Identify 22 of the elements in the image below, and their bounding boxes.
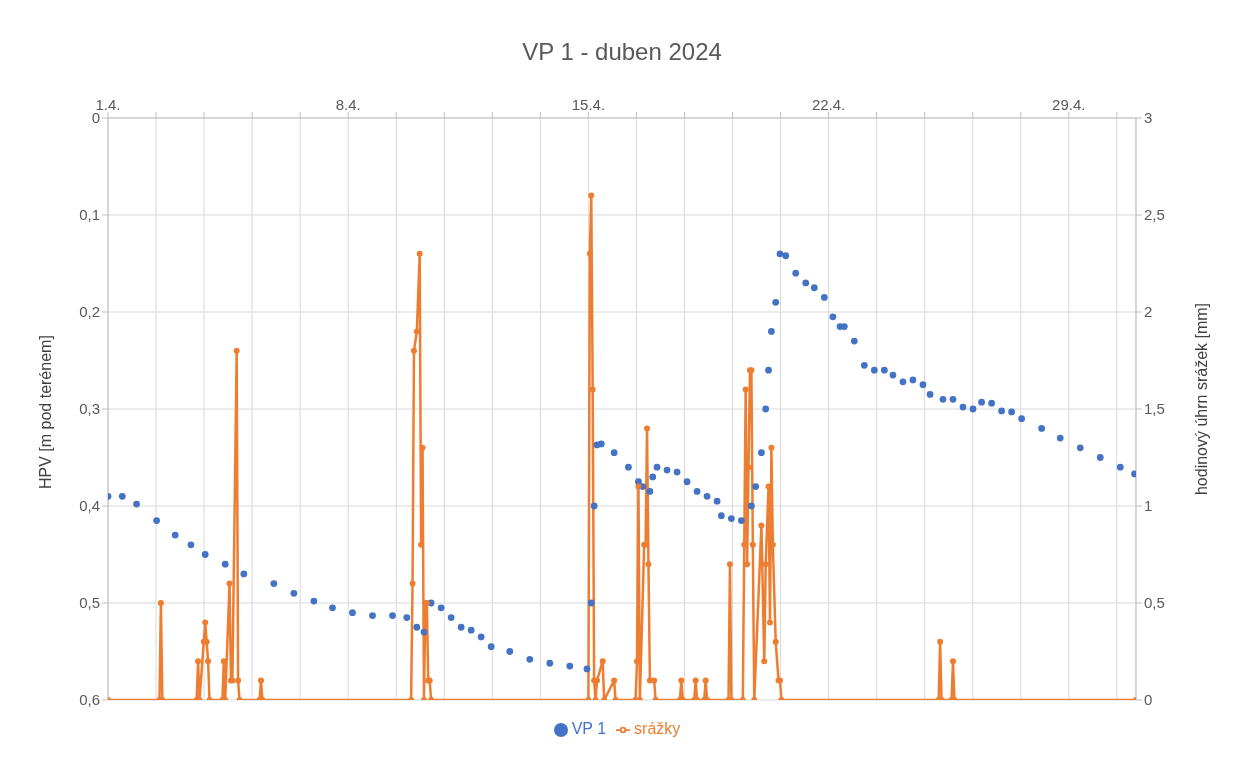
y-tick-label: 0,1: [79, 206, 100, 224]
y-tick-label: 0,3: [79, 400, 100, 418]
legend-label: srážky: [634, 720, 681, 737]
x-tick-label: 8.4.: [335, 96, 361, 113]
y-tick-label: 0,5: [79, 594, 100, 612]
y2-axis-title: hodinový úhrn srážek [mm]: [1192, 302, 1210, 496]
x-tick-label: 15.4.: [571, 96, 606, 113]
y-tick-label: 0,4: [79, 497, 100, 515]
y-tick-label: 0,6: [79, 691, 100, 709]
chart-title: VP 1 - duben 2024: [521, 37, 723, 67]
legend-label: VP 1: [571, 720, 607, 737]
y-axis-title: HPV [m pod terénem]: [36, 335, 54, 489]
y2-tick-label: 2,5: [1144, 206, 1165, 224]
x-tick-label: 22.4.: [811, 96, 846, 113]
y2-tick-label: 3: [1144, 109, 1153, 127]
y2-tick-label: 0: [1144, 691, 1153, 709]
y2-tick-label: 1: [1144, 497, 1153, 515]
y2-tick-label: 2: [1144, 303, 1153, 321]
x-tick-label: 29.4.: [1052, 96, 1086, 113]
y-tick-label: 0,2: [79, 303, 100, 321]
y2-tick-label: 1,5: [1144, 400, 1165, 418]
y2-tick-label: 0,5: [1144, 594, 1165, 612]
